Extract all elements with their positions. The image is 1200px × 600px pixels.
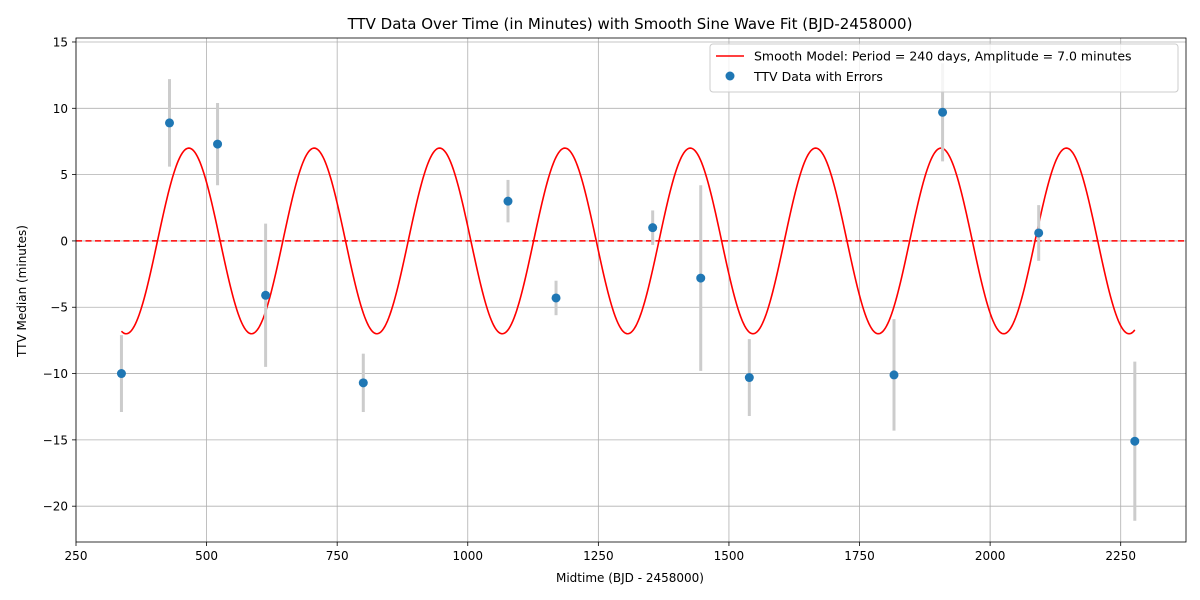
data-point xyxy=(261,290,271,300)
x-tick-label: 2250 xyxy=(1105,549,1136,563)
x-tick-label: 1750 xyxy=(844,549,875,563)
model-curve xyxy=(120,147,1136,335)
data-point xyxy=(1034,228,1044,238)
legend-data-swatch xyxy=(725,71,735,81)
y-tick-label: 0 xyxy=(60,234,68,248)
x-tick-label: 2000 xyxy=(975,549,1006,563)
y-tick-label: −20 xyxy=(43,500,68,514)
y-tick-labels: −20 −15 −10 −5 0 5 10 15 xyxy=(43,35,68,513)
y-tick-label: 5 xyxy=(60,168,68,182)
chart-title: TTV Data Over Time (in Minutes) with Smo… xyxy=(347,15,913,33)
plot-frame xyxy=(75,37,1187,543)
data-point xyxy=(116,369,126,379)
model-curve-group xyxy=(120,147,1136,335)
x-tick-label: 1250 xyxy=(583,549,614,563)
legend-frame xyxy=(709,43,1179,93)
x-tick-labels: 250 500 750 1000 1250 1500 1750 2000 2250 xyxy=(65,549,1136,563)
data-point xyxy=(938,107,948,117)
x-tick-label: 500 xyxy=(195,549,218,563)
data-point xyxy=(213,139,223,149)
legend-model-label: Smooth Model: Period = 240 days, Amplitu… xyxy=(754,49,1132,64)
legend-data-label: TTV Data with Errors xyxy=(753,69,883,84)
data-point xyxy=(648,223,658,233)
legend: Smooth Model: Period = 240 days, Amplitu… xyxy=(709,43,1179,93)
data-point xyxy=(165,118,175,128)
y-tick-label: 10 xyxy=(53,102,68,116)
data-point xyxy=(503,196,513,206)
data-point xyxy=(696,273,706,283)
y-tick-label: −15 xyxy=(43,433,68,447)
y-tick-label: −5 xyxy=(50,301,68,315)
x-tick-label: 1500 xyxy=(714,549,745,563)
y-tick-label: 15 xyxy=(53,35,68,49)
axes xyxy=(72,37,1187,546)
data-point xyxy=(889,370,899,380)
data-point xyxy=(358,378,368,388)
data-point xyxy=(744,373,754,383)
x-axis-label: Midtime (BJD - 2458000) xyxy=(556,571,704,585)
data-points-group xyxy=(116,63,1140,521)
x-tick-label: 750 xyxy=(326,549,349,563)
x-tick-label: 1000 xyxy=(452,549,483,563)
y-tick-label: −10 xyxy=(43,367,68,381)
y-axis-label: TTV Median (minutes) xyxy=(15,225,29,358)
data-point xyxy=(1130,436,1140,446)
x-tick-label: 250 xyxy=(65,549,88,563)
data-point xyxy=(551,293,561,303)
